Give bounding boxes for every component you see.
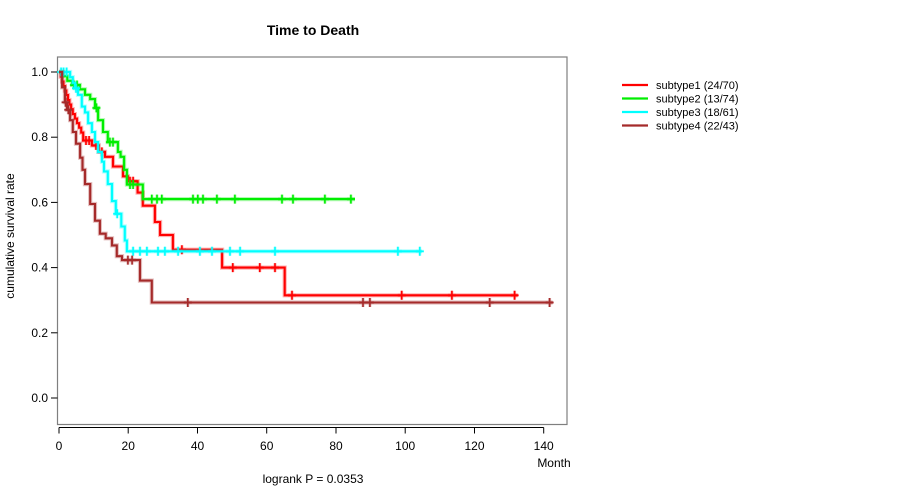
- subtype2-curve-halo: [59, 69, 355, 202]
- x-tick-label-120: 120: [464, 439, 484, 453]
- x-tick-label-100: 100: [395, 439, 415, 453]
- y-tick-label-0.6: 0.6: [31, 195, 48, 209]
- y-tick-label-0.4: 0.4: [31, 261, 48, 275]
- legend-item-subtype3: subtype3 (18/61): [622, 107, 739, 119]
- x-tick-label-80: 80: [329, 439, 343, 453]
- legend-label-subtype3: subtype3 (18/61): [656, 107, 739, 119]
- chart-title: Time to Death: [267, 22, 359, 38]
- subtype2-curve: [59, 70, 355, 201]
- legend-label-subtype1: subtype1 (24/70): [656, 80, 739, 92]
- x-axis: 0 20 40 60 80 100 120 140: [56, 427, 554, 453]
- y-tick-label-0.0: 0.0: [31, 391, 48, 405]
- series-subtype1: [58, 69, 519, 300]
- x-tick-label-140: 140: [534, 439, 554, 453]
- logrank-pvalue: logrank P = 0.0353: [263, 472, 364, 486]
- subtype1-censor-marks: [82, 136, 519, 300]
- subtype4-censor-halo: [61, 97, 554, 307]
- series-subtype4: [59, 69, 554, 307]
- x-tick-label-20: 20: [122, 439, 136, 453]
- subtype1-curve: [59, 70, 518, 297]
- y-axis: 0.0 0.2 0.4 0.6 0.8 1.0: [31, 65, 58, 405]
- y-tick-label-0.8: 0.8: [31, 130, 48, 144]
- plot-box: [56, 56, 568, 426]
- x-tick-label-0: 0: [56, 439, 63, 453]
- legend-item-subtype1: subtype1 (24/70): [622, 80, 739, 92]
- series-group: [57, 67, 554, 307]
- legend-item-subtype2: subtype2 (13/74): [622, 94, 739, 106]
- x-tick-label-40: 40: [191, 439, 205, 453]
- subtype1-censor-halo: [82, 136, 519, 300]
- legend-label-subtype2: subtype2 (13/74): [656, 94, 739, 106]
- y-axis-title: cumulative survival rate: [3, 173, 17, 299]
- legend-label-subtype4: subtype4 (22/43): [656, 121, 739, 133]
- y-tick-label-0.2: 0.2: [31, 326, 48, 340]
- series-subtype2: [59, 69, 355, 204]
- legend-item-subtype4: subtype4 (22/43): [622, 121, 739, 133]
- x-axis-unit: Month: [537, 456, 570, 470]
- subtype4-censor-marks: [61, 97, 554, 307]
- legend: subtype1 (24/70) subtype2 (13/74)subtype3…: [622, 80, 739, 133]
- y-tick-label-1.0: 1.0: [31, 65, 48, 79]
- x-tick-label-60: 60: [260, 439, 274, 453]
